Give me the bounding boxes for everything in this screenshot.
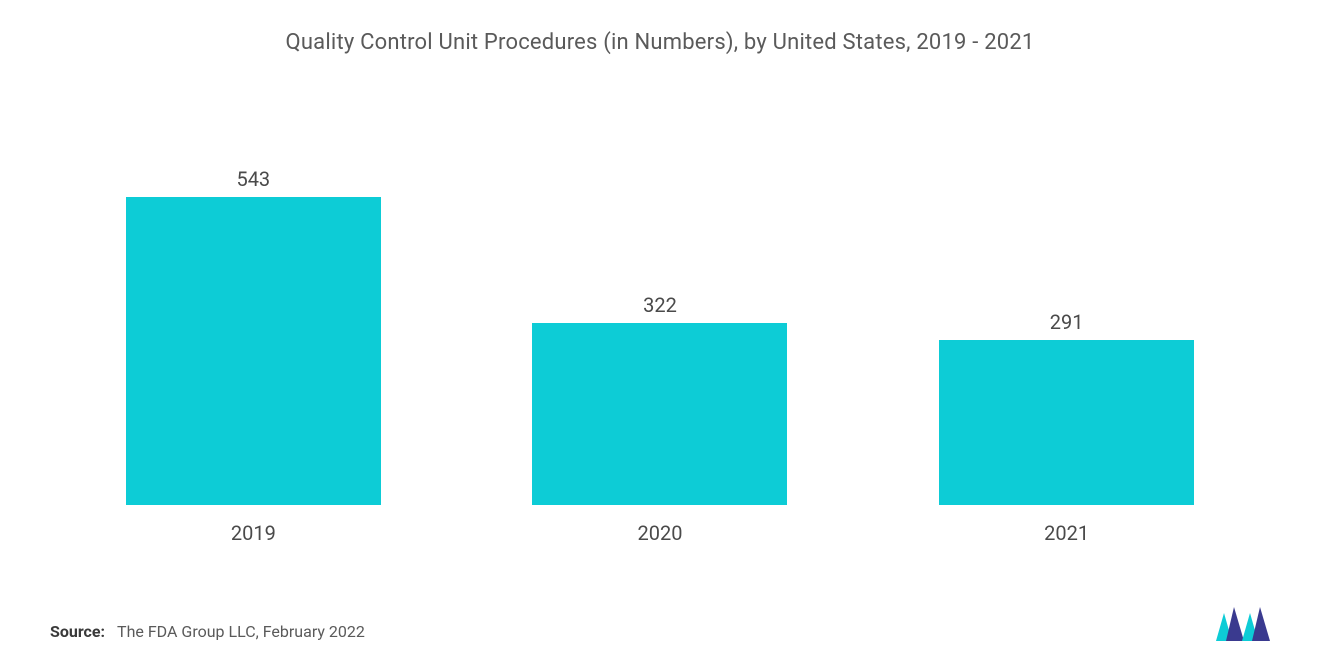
bar-value-label: 322 [643, 293, 677, 317]
x-axis-label: 2019 [50, 521, 457, 545]
plot-area: 543 322 291 201920202021 [50, 75, 1270, 545]
x-axis-labels: 201920202021 [50, 521, 1270, 545]
chart-title: Quality Control Unit Procedures (in Numb… [50, 30, 1270, 55]
bar-group: 322 [457, 293, 864, 505]
bar-value-label: 291 [1050, 310, 1084, 334]
bar-group: 291 [863, 310, 1270, 505]
bar-group: 543 [50, 167, 457, 505]
chart-container: Quality Control Unit Procedures (in Numb… [0, 0, 1320, 665]
bar [939, 340, 1194, 505]
source-line: Source: The FDA Group LLC, February 2022 [50, 622, 365, 641]
source-label: Source: [50, 622, 105, 641]
source-text: The FDA Group LLC, February 2022 [117, 622, 365, 641]
x-axis-label: 2021 [863, 521, 1270, 545]
bar [532, 323, 787, 505]
bar [126, 197, 381, 505]
x-axis-label: 2020 [457, 521, 864, 545]
chart-footer: Source: The FDA Group LLC, February 2022 [50, 607, 1270, 641]
bars-row: 543 322 291 [50, 75, 1270, 505]
bar-value-label: 543 [236, 167, 270, 191]
brand-logo-icon [1216, 607, 1270, 641]
